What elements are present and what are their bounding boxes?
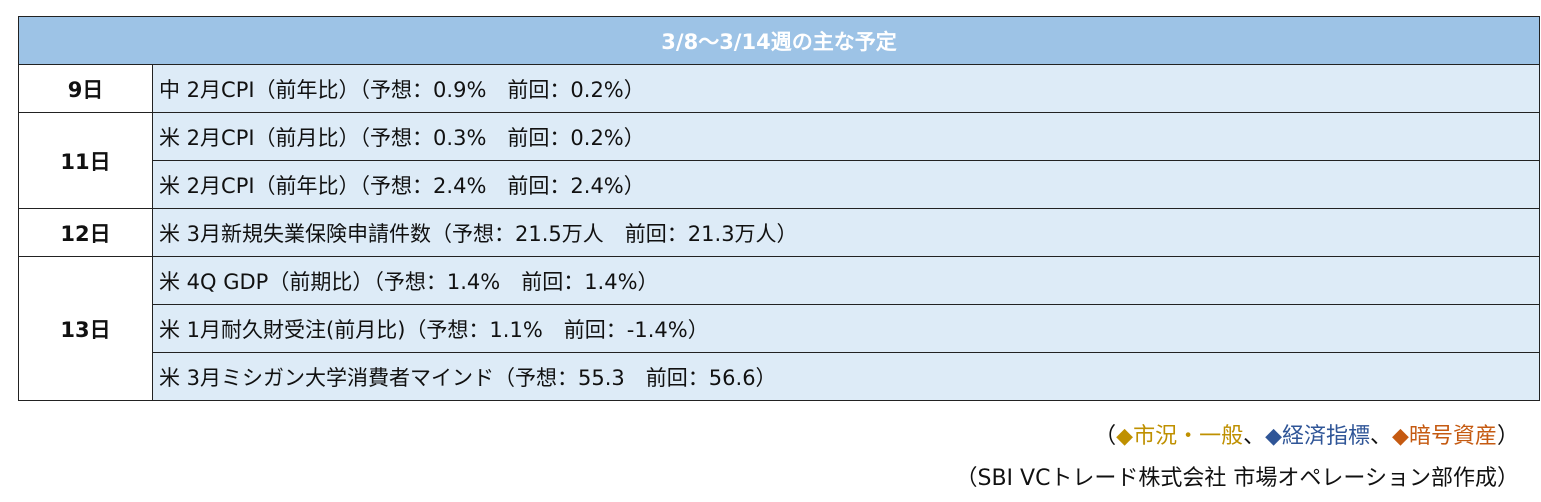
legend-marker: ◆ [1265,424,1283,449]
event-cell: 米 1月耐久財受注(前月比)（予想：1.1% 前回：-1.4%） [152,304,1540,353]
legend-open: （ [1094,424,1117,449]
date-cell: 13日 [18,256,153,401]
legend: （◆市況・一般、◆経済指標、◆暗号資産） [1094,418,1519,450]
table-body: 9日中 2月CPI（前年比）（予想：0.9% 前回：0.2%） 11日米 2月CP… [18,64,1540,401]
date-cell: 11日 [18,112,153,209]
event-cell: 米 2月CPI（前年比）（予想：2.4% 前回：2.4%） [152,160,1540,209]
table-row: 13日米 4Q GDP（前期比）（予想：1.4% 前回：1.4%） [18,256,1540,401]
legend-marker: ◆ [1392,424,1409,449]
table-title: 3/8～3/14週の主な予定 [18,16,1540,65]
legend-label: 暗号資産 [1408,424,1497,449]
legend-marker: ◆ [1116,424,1134,449]
table-row: 9日中 2月CPI（前年比）（予想：0.9% 前回：0.2%） [18,64,1540,113]
table-row: 米 3月ミシガン大学消費者マインド（予想：55.3 前回：56.6） [19,352,1540,401]
legend-separator: 、 [1370,424,1393,449]
legend-close: ） [1496,424,1519,449]
source-note: （SBI VCトレード株式会社 市場オペレーション部作成） [955,466,1519,491]
date-cell: 12日 [18,208,153,257]
event-cell: 米 3月新規失業保険申請件数（予想：21.5万人 前回：21.3万人） [152,208,1540,257]
schedule-table: 3/8～3/14週の主な予定 9日中 2月CPI（前年比）（予想：0.9% 前回… [18,16,1540,401]
event-cell: 米 4Q GDP（前期比）（予想：1.4% 前回：1.4%） [152,256,1540,305]
table-row: 米 1月耐久財受注(前月比)（予想：1.1% 前回：-1.4%） [19,304,1540,353]
table-row: 11日米 2月CPI（前月比）（予想：0.3% 前回：0.2%） [18,112,1540,209]
date-cell: 9日 [18,64,153,113]
table-row: 米 2月CPI（前年比）（予想：2.4% 前回：2.4%） [19,160,1540,209]
event-cell: 中 2月CPI（前年比）（予想：0.9% 前回：0.2%） [152,64,1540,113]
legend-separator: 、 [1243,424,1266,449]
table-row: 12日米 3月新規失業保険申請件数（予想：21.5万人 前回：21.3万人） [18,208,1540,257]
legend-label: 経済指標 [1282,424,1371,449]
event-cell: 米 3月ミシガン大学消費者マインド（予想：55.3 前回：56.6） [152,352,1540,401]
event-cell: 米 2月CPI（前月比）（予想：0.3% 前回：0.2%） [152,112,1540,161]
legend-label: 市況・一般 [1133,424,1244,449]
